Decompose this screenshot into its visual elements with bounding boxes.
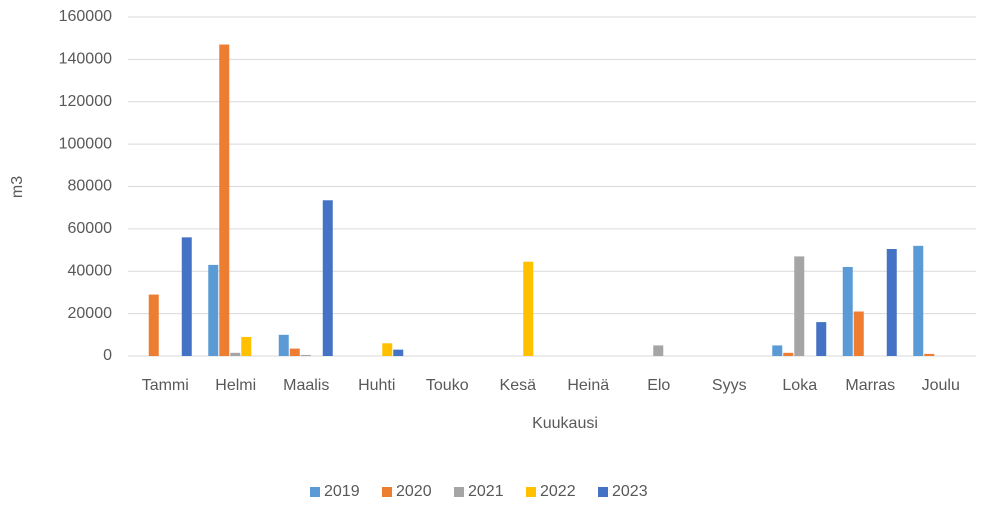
bar — [230, 352, 241, 356]
bar — [382, 343, 393, 356]
legend-label: 2021 — [468, 483, 504, 500]
x-tick-label: Loka — [782, 377, 817, 394]
bar — [653, 345, 664, 356]
y-tick-label: 80000 — [68, 178, 113, 195]
x-tick-label: Touko — [426, 377, 469, 394]
legend-label: 2019 — [324, 483, 360, 500]
bar — [816, 322, 827, 356]
legend-label: 2022 — [540, 483, 576, 500]
legend-swatch — [526, 487, 536, 497]
bar — [300, 354, 311, 356]
x-tick-label: Elo — [647, 377, 670, 394]
y-tick-label: 60000 — [68, 220, 113, 237]
bar — [842, 267, 853, 356]
y-tick-label: 100000 — [59, 135, 112, 152]
legend-swatch — [598, 487, 608, 497]
bar — [181, 237, 192, 356]
y-tick-label: 140000 — [59, 51, 112, 68]
x-tick-label: Heinä — [567, 377, 609, 394]
y-axis-label: m3 — [9, 176, 26, 198]
y-tick-label: 0 — [103, 347, 112, 364]
legend-swatch — [382, 487, 392, 497]
y-tick-label: 120000 — [59, 93, 112, 110]
bar — [853, 311, 864, 356]
legend-swatch — [310, 487, 320, 497]
bar — [208, 264, 219, 356]
bar — [219, 44, 230, 356]
bar — [924, 353, 935, 356]
x-tick-label: Kesä — [500, 377, 537, 394]
legend-swatch — [454, 487, 464, 497]
x-tick-label: Huhti — [358, 377, 395, 394]
y-tick-label: 160000 — [59, 8, 112, 25]
bar — [794, 256, 805, 356]
x-axis-label: Kuukausi — [532, 415, 598, 432]
bar — [772, 345, 783, 356]
bar — [913, 245, 924, 356]
y-tick-label: 20000 — [68, 305, 113, 322]
legend-label: 2023 — [612, 483, 648, 500]
x-tick-label: Joulu — [922, 377, 960, 394]
bar — [393, 349, 404, 356]
y-tick-label: 40000 — [68, 262, 113, 279]
bar — [783, 352, 794, 356]
x-tick-label: Syys — [712, 377, 747, 394]
bar — [148, 294, 159, 356]
bar — [886, 249, 897, 356]
legend-label: 2020 — [396, 483, 432, 500]
x-tick-label: Maalis — [283, 377, 329, 394]
bar — [322, 200, 333, 356]
bar — [241, 336, 252, 356]
x-tick-label: Helmi — [215, 377, 256, 394]
x-tick-label: Marras — [845, 377, 895, 394]
bar — [278, 334, 289, 356]
x-tick-label: Tammi — [142, 377, 189, 394]
bar — [289, 348, 300, 356]
bar — [523, 261, 534, 356]
